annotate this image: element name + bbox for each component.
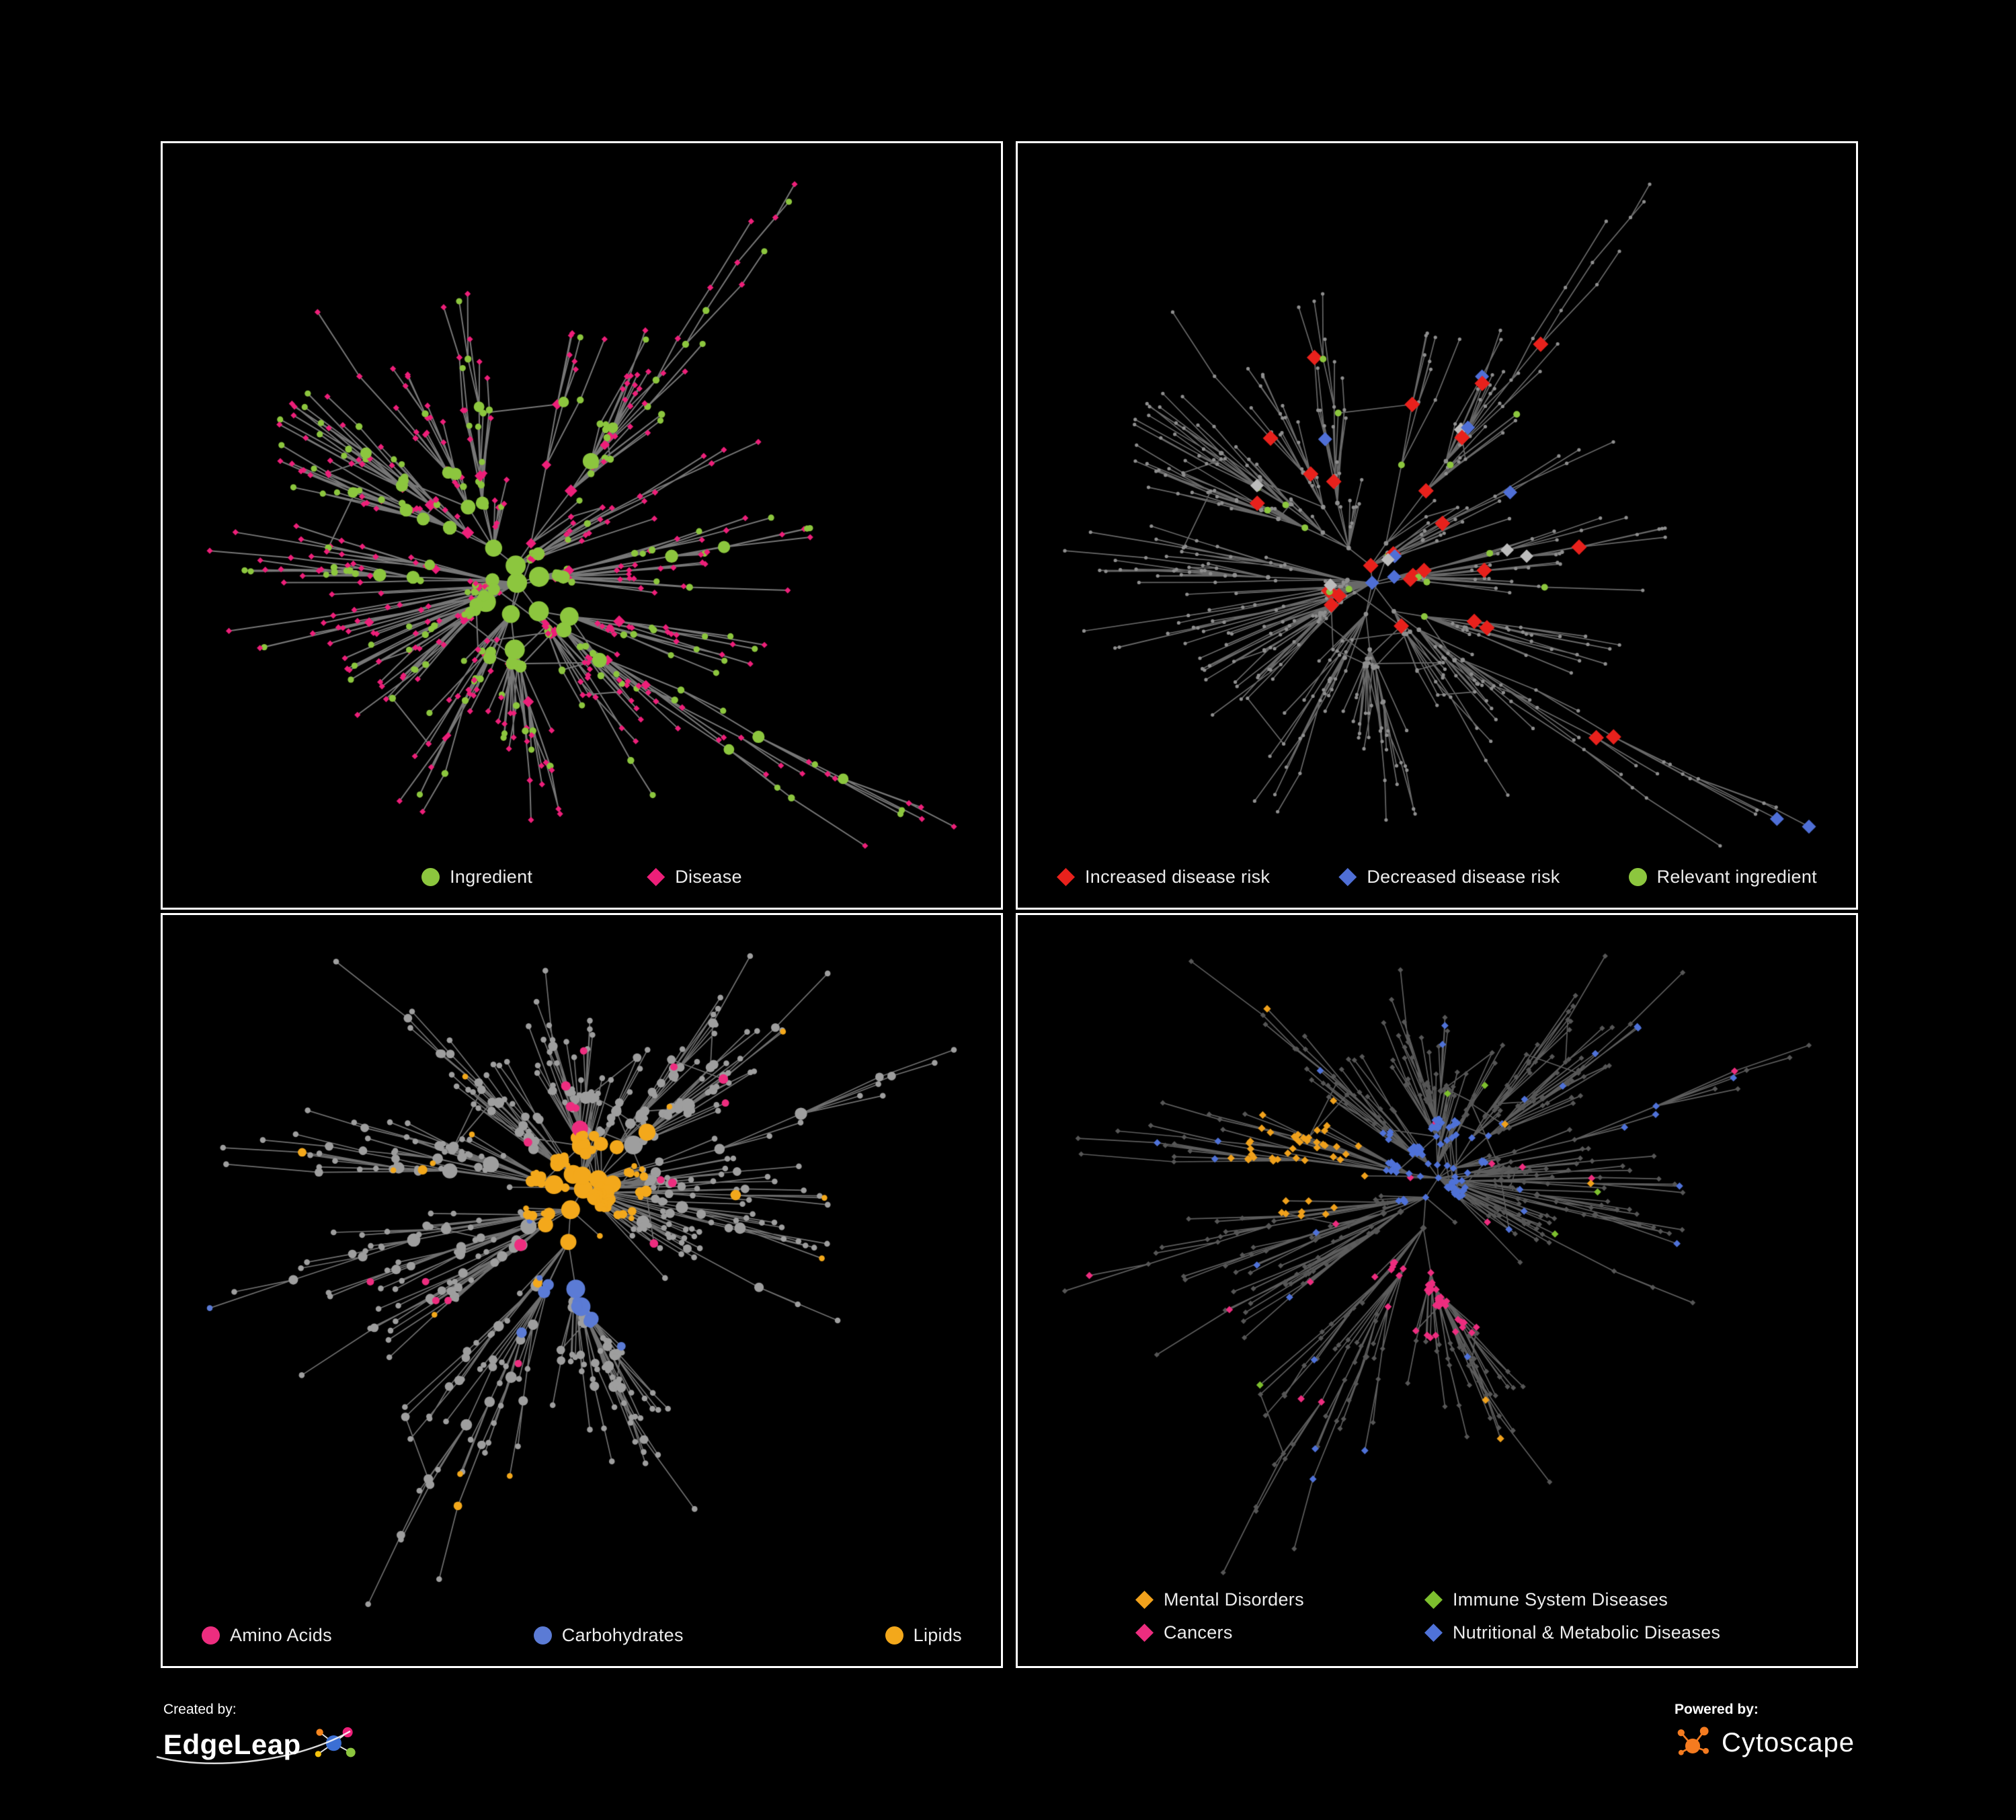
legend-label: Increased disease risk xyxy=(1085,867,1271,887)
edgeleap-logo-icon xyxy=(315,1727,356,1757)
legend-label: Disease xyxy=(675,867,742,887)
legend-item: Nutritional & Metabolic Diseases xyxy=(1424,1622,1720,1643)
legend-label: Amino Acids xyxy=(230,1625,332,1645)
legend-macronutrients: Amino Acids Carbohydrates Lipids xyxy=(163,1621,1001,1666)
edgeleap-wordmark: EdgeLeap xyxy=(163,1729,301,1760)
network-canvas-disease-classes xyxy=(1018,919,1856,1589)
panel-disease-risk: Increased disease risk Decreased disease … xyxy=(1016,141,1858,910)
legend-swatch-diamond xyxy=(1135,1591,1154,1609)
legend-label: Lipids xyxy=(913,1625,962,1645)
legend-label: Decreased disease risk xyxy=(1367,867,1560,887)
legend-item: Mental Disorders xyxy=(1135,1589,1424,1610)
footer: Created by: EdgeLeap Powered xyxy=(0,1668,2016,1820)
legend-swatch-circle xyxy=(1628,868,1647,886)
edgeleap-node-blue xyxy=(325,1735,341,1751)
legend-label: Mental Disorders xyxy=(1164,1589,1304,1610)
edgeleap-node-green xyxy=(346,1747,356,1757)
network-canvas-disease-risk xyxy=(1018,147,1856,863)
legend-item: Cancers xyxy=(1135,1622,1424,1643)
legend-swatch-circle xyxy=(533,1626,552,1645)
legend-swatch-circle xyxy=(202,1626,220,1645)
legend-disease-classes: Mental Disorders Immune System Diseases Ca… xyxy=(1135,1589,1856,1666)
cytoscape-wordmark: Cytoscape xyxy=(1722,1727,1855,1757)
legend-item: Increased disease risk xyxy=(1057,867,1270,887)
legend-swatch-diamond xyxy=(1057,868,1075,886)
legend-item: Lipids xyxy=(885,1625,962,1646)
powered-by-label: Powered by: xyxy=(1675,1702,1759,1717)
edgeleap-node-orange xyxy=(316,1729,323,1736)
legend-label: Relevant ingredient xyxy=(1656,867,1817,887)
legend-disease-risk: Increased disease risk Decreased disease … xyxy=(1018,863,1856,908)
legend-ingredient-disease: Ingredient Disease xyxy=(163,863,1001,908)
legend-swatch-circle xyxy=(885,1626,903,1645)
network-canvas-ingredient-disease xyxy=(163,147,1001,863)
legend-label: Ingredient xyxy=(450,867,533,887)
legend-label: Immune System Diseases xyxy=(1453,1589,1668,1610)
legend-label: Carbohydrates xyxy=(561,1625,684,1645)
created-by-label: Created by: xyxy=(163,1702,237,1717)
legend-swatch-diamond xyxy=(1424,1591,1443,1609)
edgeleap-credit: Created by: EdgeLeap xyxy=(156,1702,362,1765)
legend-item: Ingredient xyxy=(421,867,532,887)
edgeleap-node-pink xyxy=(342,1727,353,1738)
legend-swatch-diamond xyxy=(1424,1624,1443,1642)
legend-swatch-diamond xyxy=(647,868,666,886)
panel-macronutrients: Amino Acids Carbohydrates Lipids xyxy=(161,913,1003,1668)
panel-ingredient-disease: Ingredient Disease xyxy=(161,141,1003,910)
legend-item: Decreased disease risk xyxy=(1338,867,1560,887)
legend-swatch-diamond xyxy=(1135,1624,1154,1642)
legend-label: Nutritional & Metabolic Diseases xyxy=(1453,1622,1721,1643)
cytoscape-logo-icon xyxy=(1677,1727,1709,1755)
panel-disease-classes: Mental Disorders Immune System Diseases Ca… xyxy=(1016,913,1858,1668)
legend-item: Immune System Diseases xyxy=(1424,1589,1720,1610)
legend-label: Cancers xyxy=(1164,1622,1233,1643)
network-canvas-macronutrients xyxy=(163,919,1001,1621)
legend-item: Carbohydrates xyxy=(533,1625,684,1646)
edgeleap-node-yellow xyxy=(315,1751,321,1757)
cytoscape-credit: Powered by: Cytoscape xyxy=(1675,1702,1855,1761)
legend-item: Relevant ingredient xyxy=(1628,867,1817,887)
legend-swatch-diamond xyxy=(1338,868,1357,886)
legend-swatch-circle xyxy=(421,868,440,886)
legend-item: Amino Acids xyxy=(202,1625,332,1646)
legend-item: Disease xyxy=(647,867,742,887)
